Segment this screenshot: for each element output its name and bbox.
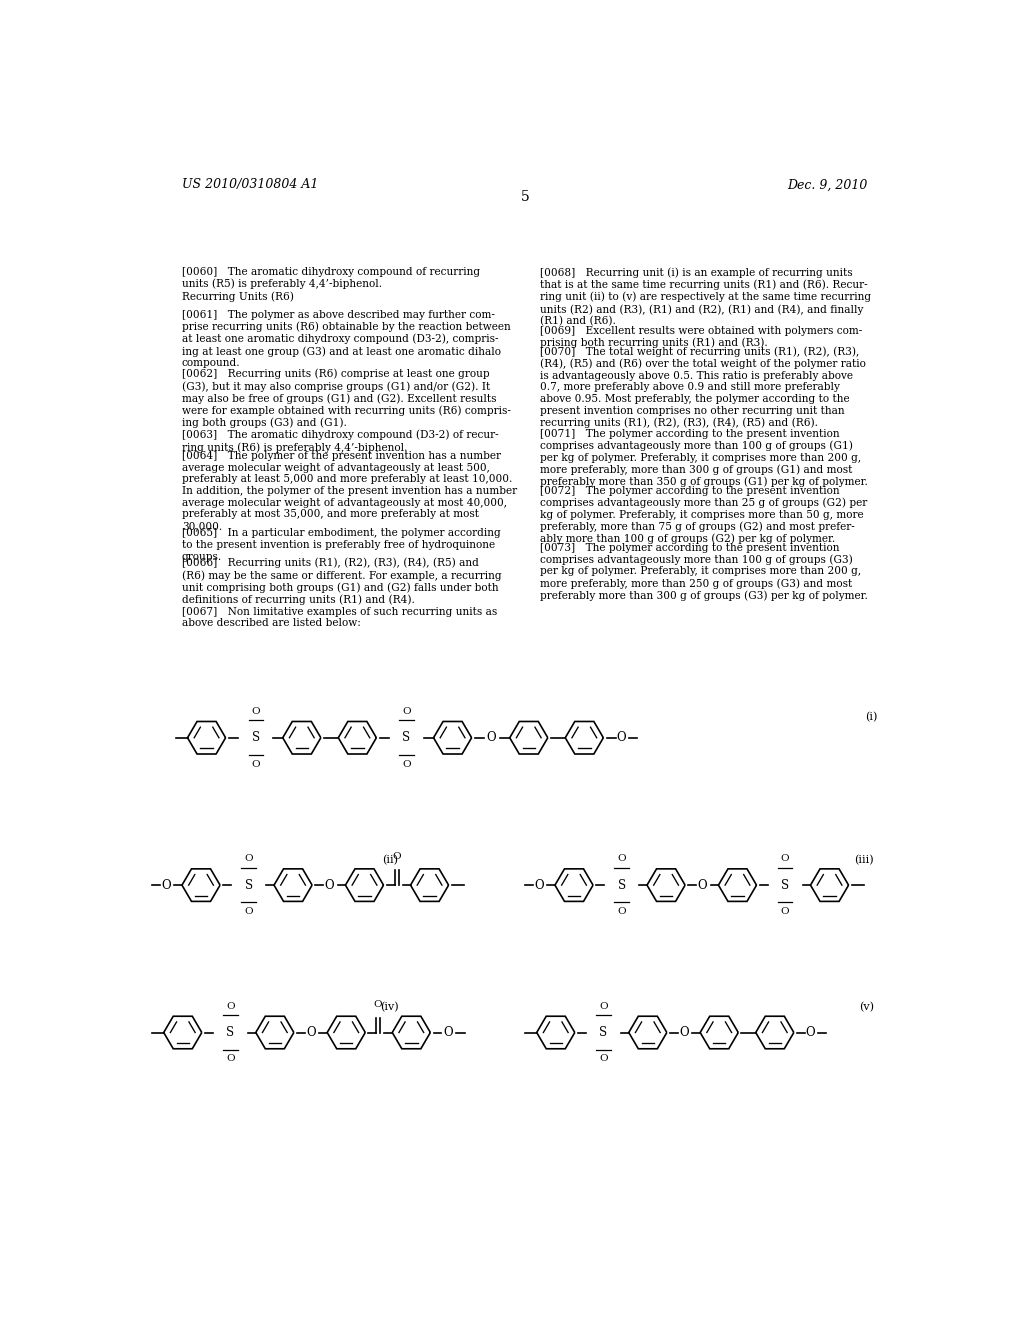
Text: S: S — [252, 731, 260, 744]
Text: [0072] The polymer according to the present invention
comprises advantageously m: [0072] The polymer according to the pres… — [540, 486, 867, 544]
Text: [0068] Recurring unit (i) is an example of recurring units
that is at the same t: [0068] Recurring unit (i) is an example … — [540, 267, 871, 326]
Text: S: S — [617, 879, 626, 891]
Text: (i): (i) — [865, 713, 878, 722]
Text: [0071] The polymer according to the present invention
comprises advantageously m: [0071] The polymer according to the pres… — [540, 429, 867, 487]
Text: O: O — [443, 1026, 453, 1039]
Text: O: O — [245, 854, 253, 863]
Text: Recurring Units (R6): Recurring Units (R6) — [182, 292, 294, 302]
Text: [0063] The aromatic dihydroxy compound (D3-2) of recur-
ring units (R6) is prefe: [0063] The aromatic dihydroxy compound (… — [182, 430, 499, 453]
Text: O: O — [680, 1026, 689, 1039]
Text: S: S — [781, 879, 790, 891]
Text: US 2010/0310804 A1: US 2010/0310804 A1 — [182, 178, 318, 191]
Text: O: O — [402, 760, 411, 768]
Text: [0065] In a particular embodiment, the polymer according
to the present inventio: [0065] In a particular embodiment, the p… — [182, 528, 501, 561]
Text: O: O — [226, 1055, 234, 1064]
Text: O: O — [599, 1055, 607, 1064]
Text: (iii): (iii) — [854, 854, 873, 865]
Text: (ii): (ii) — [382, 854, 398, 865]
Text: Dec. 9, 2010: Dec. 9, 2010 — [787, 178, 867, 191]
Text: O: O — [535, 879, 544, 891]
Text: (iv): (iv) — [381, 1002, 399, 1012]
Text: S: S — [599, 1026, 607, 1039]
Text: O: O — [402, 706, 411, 715]
Text: O: O — [806, 1026, 815, 1039]
Text: [0064] The polymer of the present invention has a number
average molecular weigh: [0064] The polymer of the present invent… — [182, 451, 517, 531]
Text: [0070] The total weight of recurring units (R1), (R2), (R3),
(R4), (R5) and (R6): [0070] The total weight of recurring uni… — [540, 346, 865, 428]
Text: (v): (v) — [859, 1002, 873, 1012]
Text: O: O — [252, 760, 260, 768]
Text: O: O — [599, 1002, 607, 1011]
Text: [0062] Recurring units (R6) comprise at least one group
(G3), but it may also co: [0062] Recurring units (R6) comprise at … — [182, 368, 511, 429]
Text: O: O — [617, 907, 626, 916]
Text: O: O — [162, 879, 171, 891]
Text: S: S — [245, 879, 253, 891]
Text: [0073] The polymer according to the present invention
comprises advantageously m: [0073] The polymer according to the pres… — [540, 543, 867, 601]
Text: O: O — [392, 853, 400, 861]
Text: O: O — [306, 1026, 316, 1039]
Text: [0067] Non limitative examples of such recurring units as
above described are li: [0067] Non limitative examples of such r… — [182, 607, 498, 628]
Text: [0060] The aromatic dihydroxy compound of recurring
units (R5) is preferably 4,4: [0060] The aromatic dihydroxy compound o… — [182, 267, 480, 289]
Text: O: O — [245, 907, 253, 916]
Text: O: O — [617, 854, 626, 863]
Text: O: O — [252, 706, 260, 715]
Text: O: O — [697, 879, 708, 891]
Text: [0061] The polymer as above described may further com-
prise recurring units (R6: [0061] The polymer as above described ma… — [182, 310, 511, 368]
Text: S: S — [226, 1026, 234, 1039]
Text: O: O — [616, 731, 627, 744]
Text: [0069] Excellent results were obtained with polymers com-
prising both recurring: [0069] Excellent results were obtained w… — [540, 326, 862, 348]
Text: O: O — [780, 854, 790, 863]
Text: S: S — [402, 731, 411, 744]
Text: O: O — [325, 879, 335, 891]
Text: O: O — [486, 731, 497, 744]
Text: O: O — [780, 907, 790, 916]
Text: 5: 5 — [520, 190, 529, 205]
Text: [0066] Recurring units (R1), (R2), (R3), (R4), (R5) and
(R6) may be the same or : [0066] Recurring units (R1), (R2), (R3),… — [182, 558, 502, 606]
Text: O: O — [226, 1002, 234, 1011]
Text: O: O — [374, 999, 382, 1008]
